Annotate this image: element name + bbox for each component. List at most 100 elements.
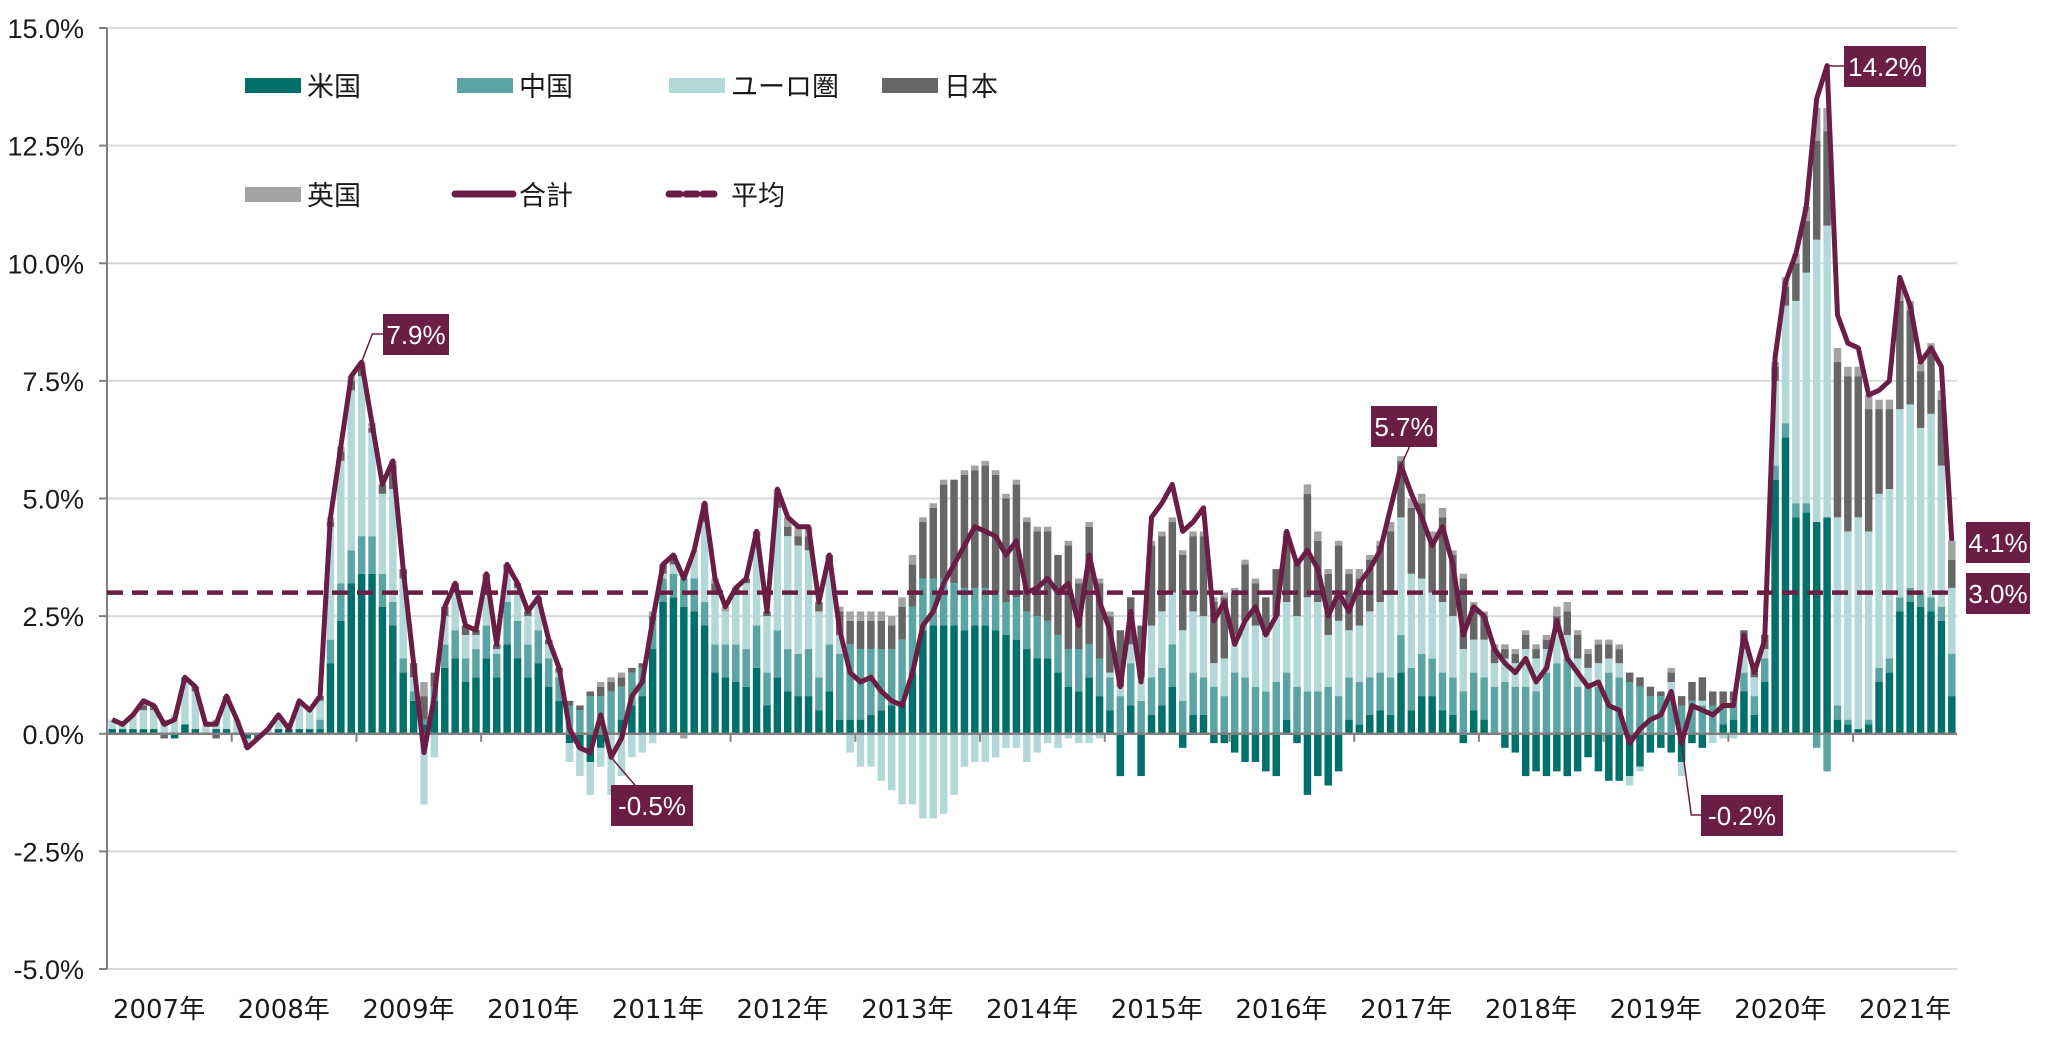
- bar-segment-china: [451, 630, 459, 659]
- bar-segment-japan: [1116, 630, 1125, 687]
- bar-segment-china: [1781, 423, 1790, 438]
- bar-segment-us: [1916, 606, 1925, 734]
- bar-segment-us: [170, 733, 179, 739]
- bar-segment-uk: [1106, 611, 1114, 617]
- bar-segment-china: [991, 592, 1000, 631]
- bar-segment-euro: [1896, 409, 1904, 598]
- bar-segment-china: [441, 644, 449, 668]
- bar-segment-japan: [1792, 263, 1800, 301]
- bar-segment-uk: [835, 606, 844, 612]
- bar-segment-uk: [1833, 347, 1842, 363]
- bar-segment-japan: [1469, 606, 1478, 640]
- bar-segment-euro: [274, 714, 283, 730]
- bar-segment-japan: [1230, 592, 1239, 635]
- annotation-label: 5.7%: [1371, 406, 1437, 466]
- bar-segment-japan: [576, 705, 584, 711]
- bar-segment-japan: [1210, 602, 1218, 664]
- bar-segment-euro: [1002, 733, 1010, 748]
- bar-segment-uk: [1573, 630, 1582, 635]
- bar-segment-japan: [1407, 507, 1416, 574]
- bar-segment-japan: [1927, 352, 1935, 414]
- bar-segment-euro: [1864, 531, 1873, 720]
- legend-item-uk: 英国: [245, 181, 361, 212]
- bar-segment-uk: [1314, 531, 1322, 541]
- legend-swatch-euro: [669, 78, 725, 93]
- bar-segment-uk: [867, 611, 875, 621]
- bar-segment-euro: [1147, 625, 1156, 678]
- bar-segment-euro: [815, 611, 823, 678]
- bar-segment-japan: [919, 522, 927, 579]
- bar-segment-euro: [1407, 573, 1416, 668]
- bar-segment-euro: [1262, 634, 1270, 692]
- annotation-text: 4.1%: [1968, 528, 2027, 558]
- bar-segment-us: [222, 729, 231, 734]
- bar-segment-euro: [451, 592, 459, 631]
- bar-segment-euro: [1366, 611, 1374, 678]
- bar-segment-euro: [482, 583, 491, 626]
- bar-segment-us: [1116, 733, 1125, 777]
- annotation-leader: [1680, 743, 1701, 816]
- bar-segment-euro: [1594, 663, 1603, 687]
- bar-segment-us: [784, 691, 792, 734]
- bar-segment-japan: [1355, 578, 1364, 626]
- bar-segment-japan: [1594, 644, 1603, 664]
- bar-segment-uk: [1241, 559, 1249, 565]
- bar-segment-china: [1262, 691, 1270, 734]
- bar-segment-japan: [1033, 531, 1041, 617]
- bar-segment-china: [752, 625, 761, 668]
- bar-segment-uk: [1085, 522, 1093, 527]
- legend-swatch-uk: [245, 187, 301, 202]
- bar-segment-uk: [1158, 531, 1166, 537]
- bar-segment-us: [139, 729, 148, 734]
- bar-segment-us: [1095, 696, 1104, 734]
- total-series-line: [111, 63, 1955, 760]
- bar-segment-euro: [1490, 663, 1499, 687]
- annotations: 7.9% -0.5% 5.7% -0.2% 14.2% 4.1% 3.0%: [360, 46, 2030, 836]
- bar-segment-china: [1625, 681, 1634, 734]
- bar-segment-china: [773, 630, 782, 678]
- bar-segment-euro: [1075, 733, 1083, 744]
- bar-segment-japan: [929, 507, 938, 579]
- bar-segment-us: [1324, 733, 1332, 786]
- bar-segment-euro: [139, 710, 148, 730]
- bar-segment-uk: [607, 677, 615, 682]
- bar-segment-euro: [1085, 733, 1093, 744]
- bar-segment-china: [1709, 705, 1717, 734]
- bar-segment-japan: [1688, 681, 1696, 701]
- bar-segment-china: [1553, 663, 1561, 734]
- bar-segment-euro: [1916, 427, 1925, 593]
- bar-segment-euro: [1054, 733, 1062, 748]
- bar-segment-uk: [1605, 639, 1613, 645]
- bar-segment-japan: [846, 620, 854, 645]
- bar-segment-china: [742, 649, 750, 687]
- bar-segment-china: [908, 606, 917, 673]
- bar-segment-us: [337, 620, 345, 734]
- bar-segment-japan: [596, 686, 605, 697]
- bar-segment-us: [1760, 681, 1769, 734]
- bar-segment-euro: [1833, 517, 1842, 706]
- bar-segment-euro: [441, 616, 449, 645]
- bar-segment-china: [971, 587, 979, 626]
- bar-segment-japan: [1657, 691, 1665, 697]
- bar-segment-china: [825, 644, 834, 692]
- y-tick-label: 7.5%: [22, 367, 84, 397]
- bar-segment-euro: [1418, 578, 1426, 654]
- bar-segment-us: [1469, 710, 1478, 734]
- bar-segment-japan: [1366, 559, 1374, 612]
- bar-segment-china: [700, 602, 709, 626]
- bar-segment-euro: [1625, 776, 1634, 786]
- bar-segment-us: [503, 644, 511, 734]
- bar-segment-us: [420, 724, 428, 734]
- x-tick-label: 2018年: [1485, 995, 1577, 1025]
- bar-segment-euro: [1345, 630, 1353, 678]
- bar-segment-euro: [971, 733, 979, 762]
- x-tick-label: 2020年: [1734, 995, 1826, 1025]
- bar-segment-us: [1137, 733, 1145, 777]
- bar-segment-japan: [1646, 686, 1655, 697]
- bar-segment-euro: [700, 522, 709, 603]
- bar-segment-euro: [201, 724, 210, 734]
- bar-segment-china: [1677, 705, 1686, 734]
- bar-segment-us: [1199, 714, 1208, 734]
- bar-segment-euro: [877, 733, 886, 781]
- bar-segment-japan: [1812, 140, 1821, 240]
